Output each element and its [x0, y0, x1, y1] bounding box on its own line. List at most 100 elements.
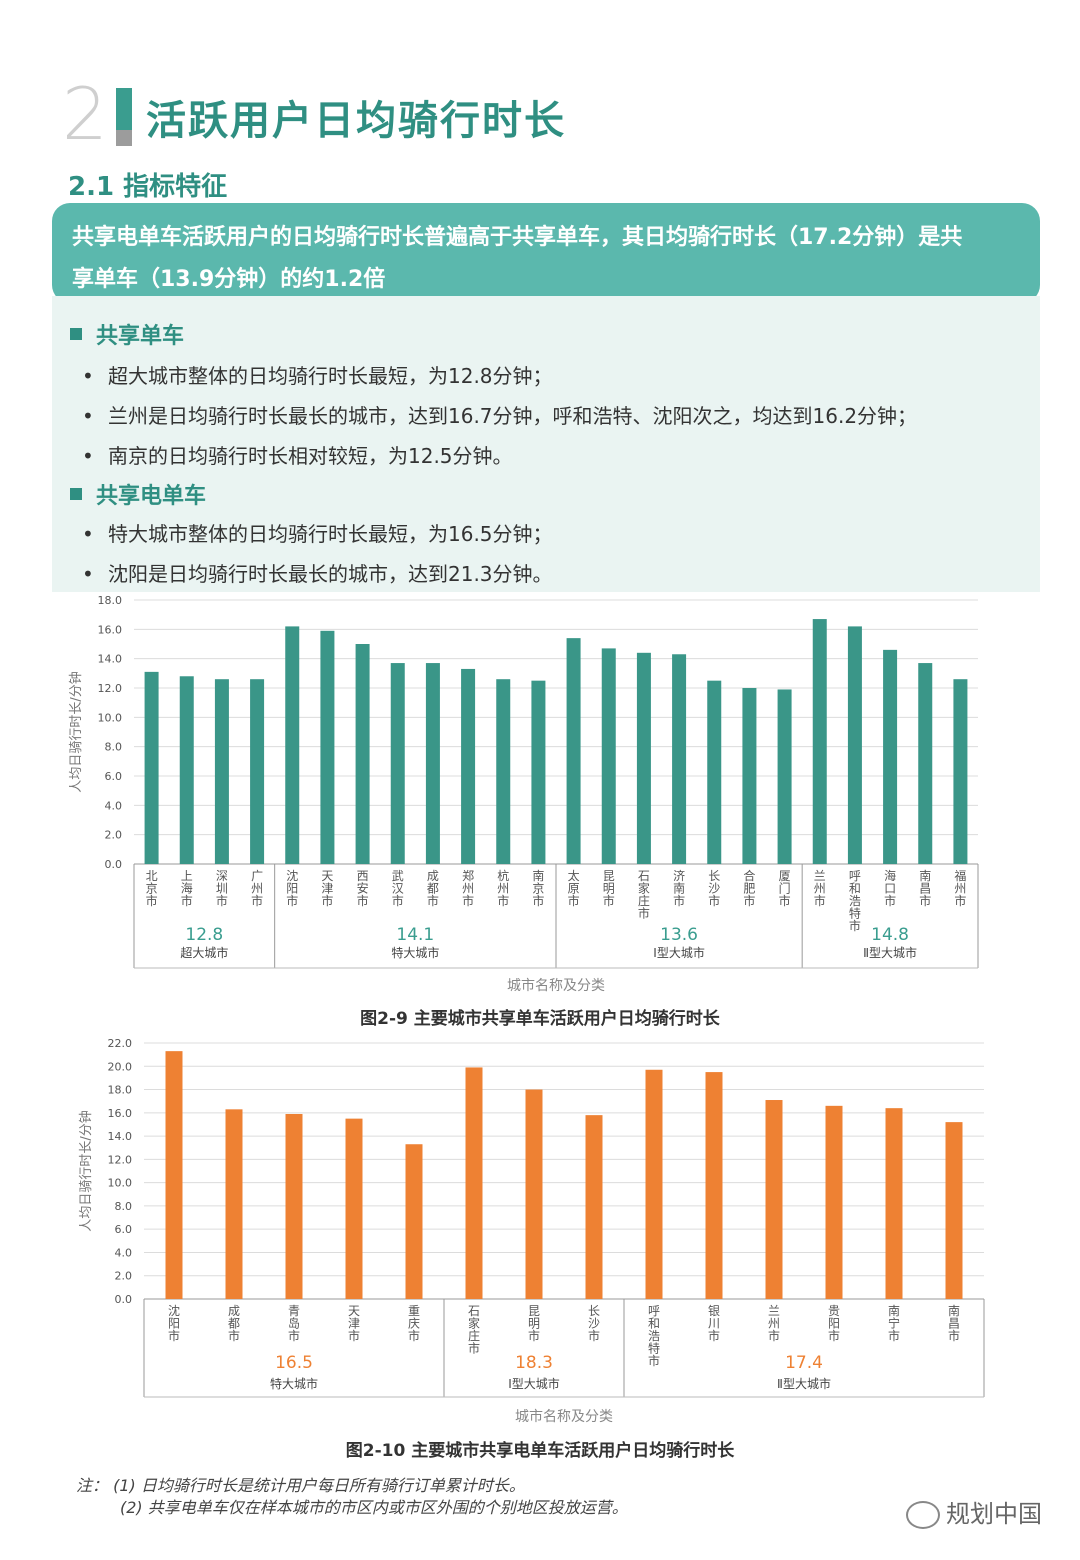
bar	[214, 679, 229, 864]
wechat-icon	[906, 1501, 940, 1529]
finding-item: • 特大城市整体的日均骑行时长最短，为16.5分钟；	[82, 522, 553, 546]
x-tick-label: 成	[228, 1304, 240, 1318]
x-tick-label: 市	[497, 893, 509, 908]
x-tick-label: 州	[251, 882, 263, 896]
y-tick-label: 12.0	[108, 1153, 133, 1166]
x-tick-label: 市	[168, 1328, 180, 1343]
bar	[405, 1144, 423, 1299]
y-tick-label: 20.0	[108, 1060, 133, 1073]
x-tick-label: 市	[648, 1353, 660, 1368]
y-axis-label: 人均日骑行时长/分钟	[78, 1110, 94, 1231]
y-tick-label: 4.0	[105, 799, 123, 812]
x-tick-label: 市	[849, 918, 861, 933]
y-tick-label: 16.0	[98, 623, 123, 636]
x-tick-label: 和	[648, 1317, 660, 1331]
bar	[885, 1108, 903, 1299]
x-tick-label: 昌	[919, 882, 931, 896]
x-tick-label: 川	[708, 1317, 720, 1331]
x-tick-label: 宁	[888, 1316, 900, 1331]
finding-item: • 沈阳是日均骑行时长最长的城市，达到21.3分钟。	[82, 562, 553, 586]
chart-bike-svg: 0.0 2.0 4.0 6.0 8.0 10.0 12.0 14.0 16.0 18.0 人均日骑行…	[68, 594, 979, 994]
x-tick-label: 海	[181, 881, 193, 896]
x-tick-label: 市	[814, 893, 826, 908]
note-line-1: 注： (1) 日均骑行时长是统计用户每日所有骑行订单累计时长。	[76, 1476, 525, 1495]
x-tick-label: 南	[532, 868, 544, 883]
x-tick-label: 门	[779, 881, 791, 896]
bar	[250, 679, 265, 864]
group-average-label: 17.4	[785, 1353, 823, 1373]
group-average-label: 14.8	[871, 925, 909, 945]
group-name-label: Ⅰ型大城市	[508, 1376, 560, 1391]
bar	[461, 668, 476, 864]
y-tick-label: 0.0	[115, 1293, 133, 1306]
bar	[525, 1089, 543, 1299]
x-tick-label: 阳	[168, 1317, 180, 1331]
group-name-label: Ⅰ型大城市	[653, 945, 705, 960]
x-tick-label: 北	[146, 869, 158, 883]
x-tick-label: 成	[427, 869, 439, 883]
x-tick-label: 市	[638, 906, 650, 921]
group-name-label: Ⅱ型大城市	[863, 945, 917, 960]
x-tick-label: 阳	[828, 1317, 840, 1331]
x-tick-label: 兰	[768, 1304, 780, 1318]
x-tick-label: 市	[919, 893, 931, 908]
x-tick-label: 厦	[779, 869, 791, 883]
bar	[672, 654, 687, 864]
x-tick-label: 青	[288, 1304, 300, 1318]
group-heading-ebike: 共享电单车	[70, 478, 206, 510]
bar	[953, 679, 968, 864]
y-tick-label: 8.0	[105, 741, 123, 754]
x-tick-label: 兰	[814, 869, 826, 883]
finding-item: • 南京的日均骑行时长相对较短，为12.5分钟。	[82, 444, 513, 468]
x-tick-label: 广	[251, 869, 263, 883]
x-tick-label: 肥	[743, 882, 755, 896]
x-tick-label: 特	[648, 1341, 660, 1356]
bar	[566, 638, 581, 864]
x-tick-label: 浩	[849, 894, 861, 908]
bar	[601, 648, 616, 864]
x-tick-label: 呼	[849, 869, 861, 883]
y-tick-label: 0.0	[105, 858, 123, 871]
x-tick-label: 津	[321, 882, 333, 896]
x-tick-label: 市	[462, 893, 474, 908]
y-tick-label: 18.0	[98, 594, 123, 607]
x-tick-label: 天	[321, 869, 333, 883]
x-tick-label: 浩	[648, 1329, 660, 1343]
group-average-label: 16.5	[275, 1353, 313, 1373]
x-tick-label: 庄	[468, 1328, 480, 1343]
y-tick-label: 18.0	[108, 1084, 133, 1097]
x-tick-label: 杭	[497, 868, 509, 883]
finding-item: • 兰州是日均骑行时长最长的城市，达到16.7分钟，呼和浩特、沈阳次之，均达到16…	[82, 404, 918, 428]
findings-panel: 共享单车 • 超大城市整体的日均骑行时长最短，为12.8分钟； • 兰州是日均骑行时…	[52, 296, 1040, 592]
x-tick-label: 合	[743, 868, 755, 883]
bar	[645, 1069, 663, 1299]
x-tick-label: 石	[468, 1304, 480, 1318]
bar	[496, 679, 511, 864]
square-bullet-icon	[70, 328, 82, 340]
x-tick-label: 南	[948, 1303, 960, 1318]
x-tick-label: 市	[603, 893, 615, 908]
x-tick-label: 家	[468, 1316, 480, 1331]
section-title: 活跃用户日均骑行时长	[146, 98, 566, 144]
bar	[425, 663, 440, 864]
bar	[777, 689, 792, 864]
y-tick-label: 2.0	[105, 829, 123, 842]
x-tick-label: 市	[768, 1328, 780, 1343]
y-tick-label: 10.0	[98, 711, 123, 724]
watermark: 规划中国	[906, 1494, 1042, 1529]
x-tick-label: 市	[708, 893, 720, 908]
x-tick-label: 州	[768, 1317, 780, 1331]
bar	[179, 676, 194, 864]
x-tick-label: 庆	[408, 1317, 420, 1331]
y-tick-label: 14.0	[108, 1130, 133, 1143]
y-tick-label: 8.0	[115, 1200, 133, 1213]
y-tick-label: 12.0	[98, 682, 123, 695]
bar	[165, 1051, 183, 1299]
bar	[883, 649, 898, 864]
summary-line-2: 享单车（13.9分钟）的约1.2倍	[72, 267, 386, 292]
y-tick-label: 16.0	[108, 1107, 133, 1120]
x-tick-label: 市	[146, 893, 158, 908]
x-tick-label: 市	[888, 1328, 900, 1343]
bar	[636, 652, 651, 864]
x-tick-label: 市	[427, 893, 439, 908]
